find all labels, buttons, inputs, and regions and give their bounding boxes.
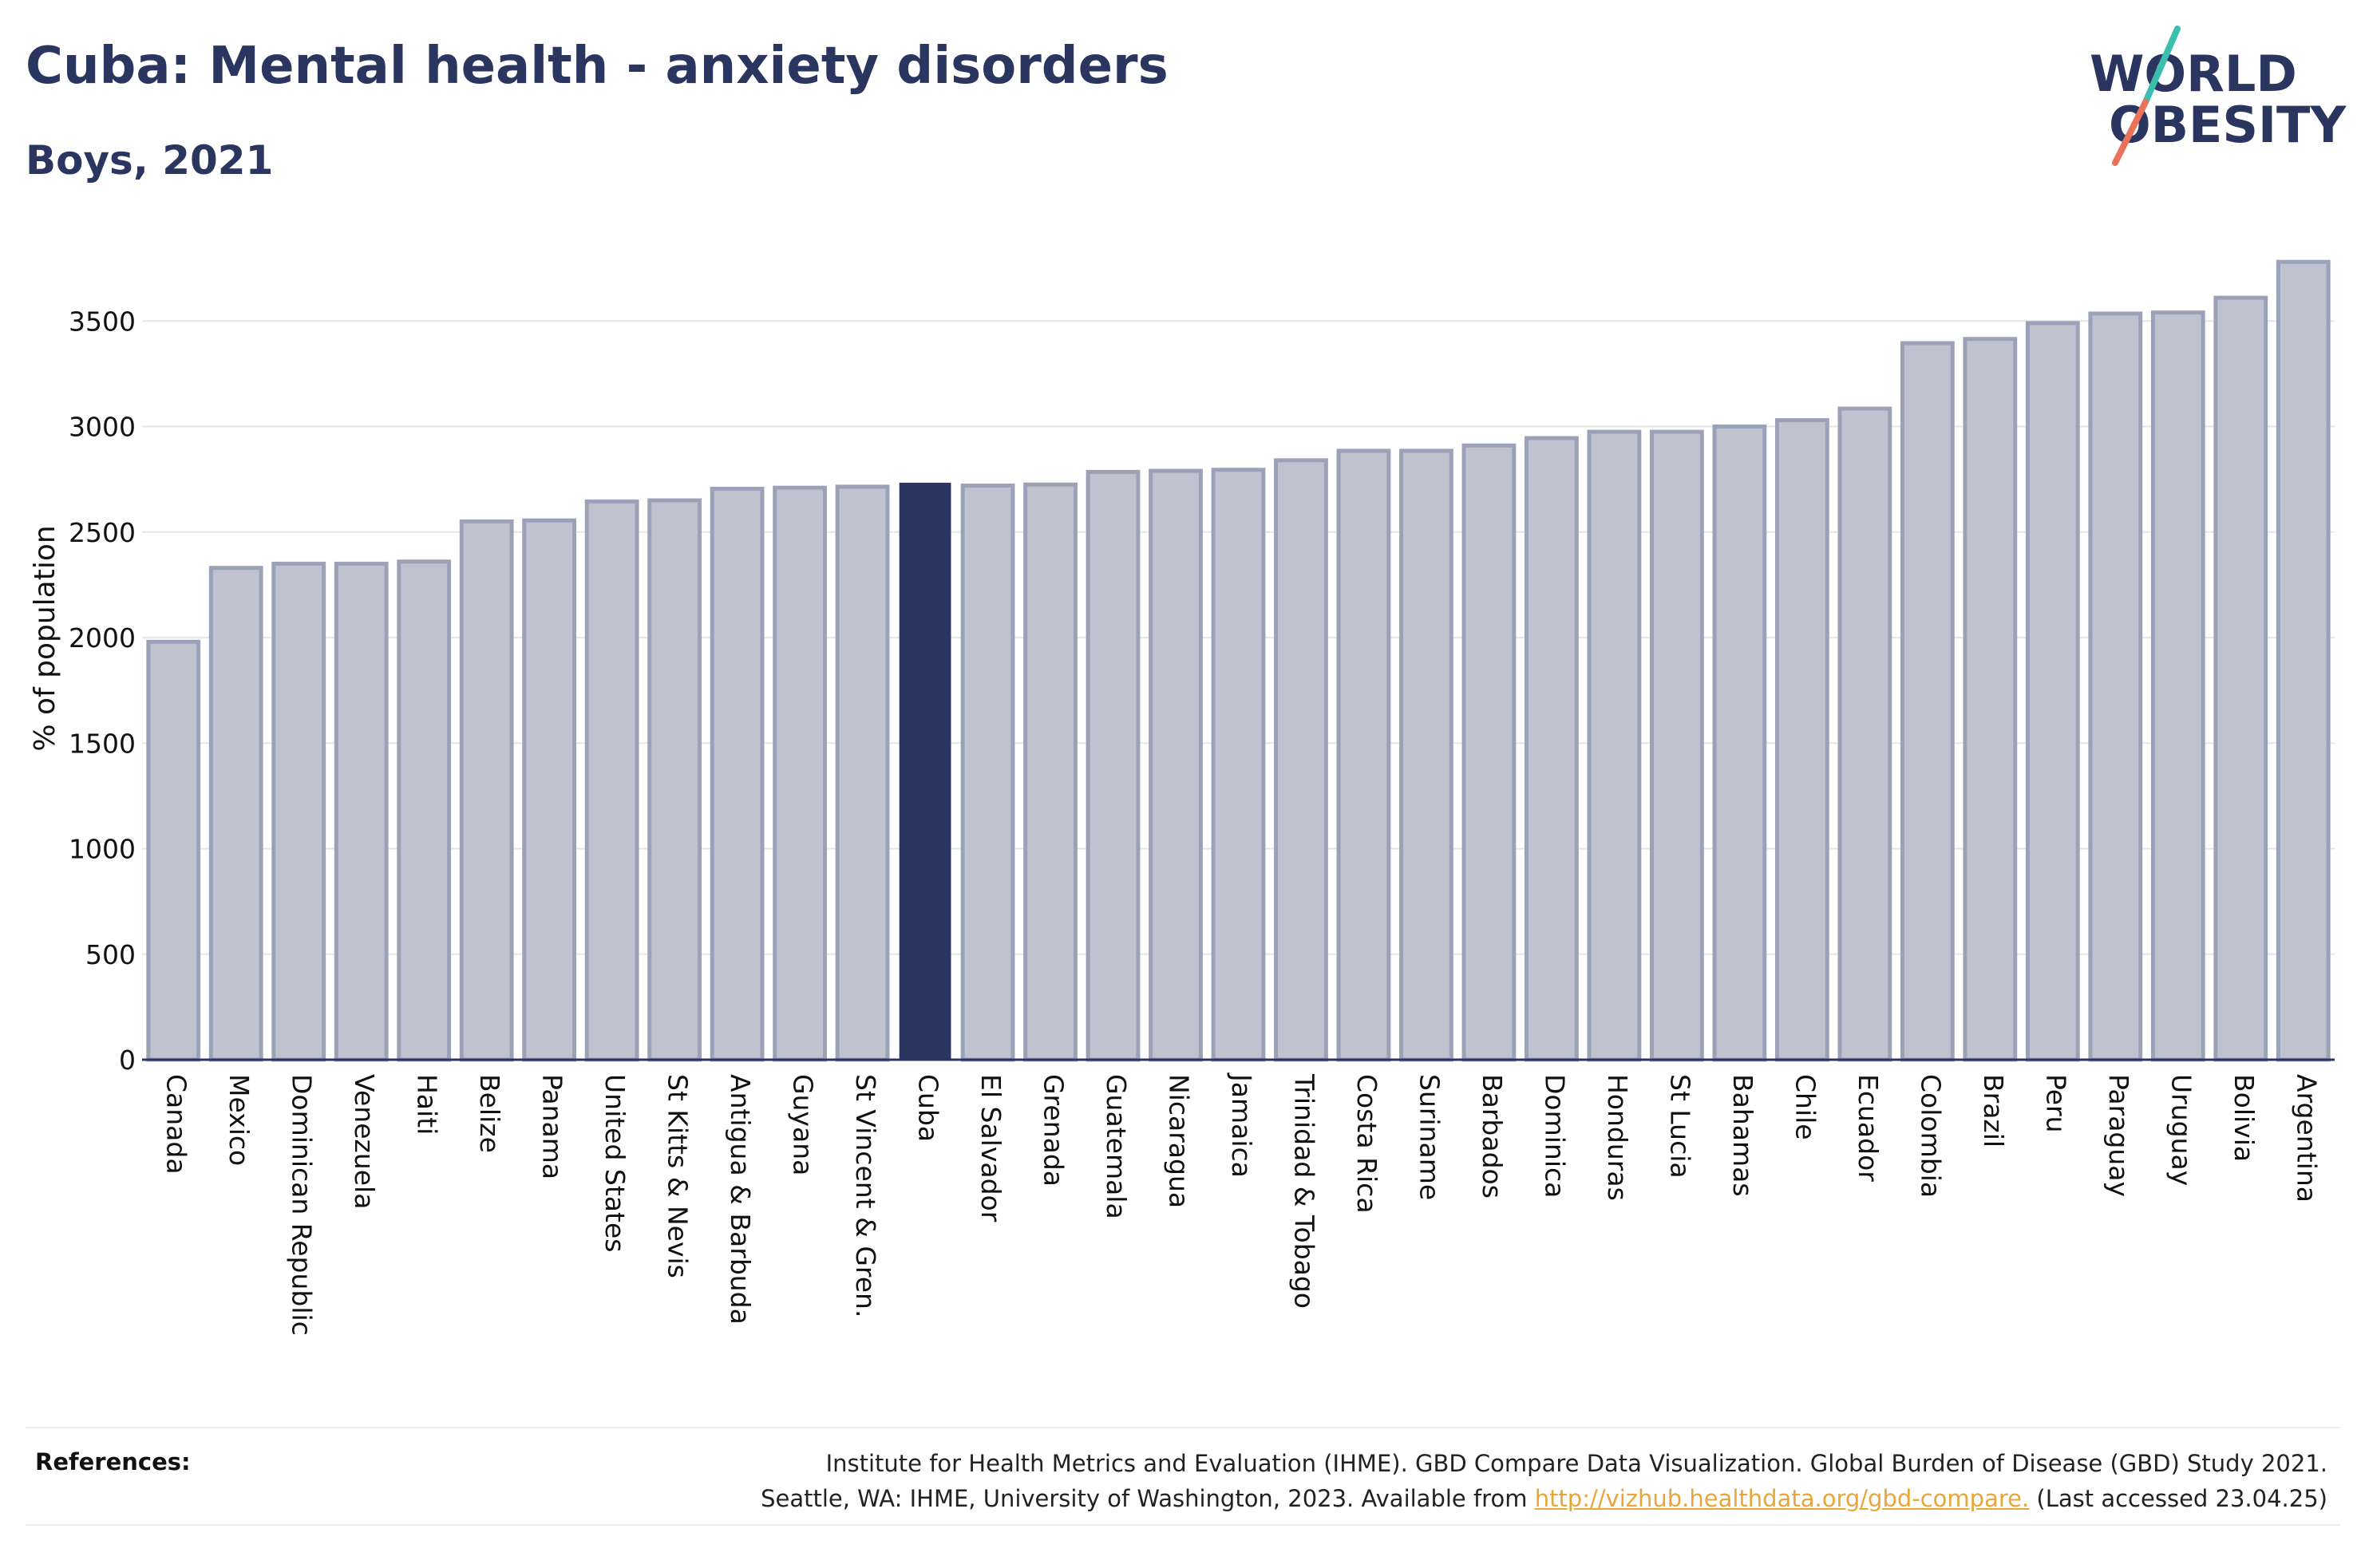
x-tick-label: St Kitts & Nevis <box>662 1074 694 1278</box>
chart-title: Cuba: Mental health - anxiety disorders <box>26 37 1169 96</box>
bar-st-lucia <box>1650 429 1704 1062</box>
bar-costa-rica <box>1336 448 1391 1062</box>
x-tick-label: Brazil <box>1978 1074 2009 1147</box>
x-tick-label: Costa Rica <box>1351 1074 1382 1214</box>
x-tick-label: Colombia <box>1915 1074 1946 1198</box>
x-tick-label: Bahamas <box>1727 1074 1758 1197</box>
x-tick-label: Jamaica <box>1226 1072 1257 1178</box>
bar-haiti <box>397 559 452 1062</box>
x-tick-label: Argentina <box>2291 1074 2322 1203</box>
y-axis-label: % of population <box>29 525 61 751</box>
bar-united-states <box>584 499 639 1062</box>
bar-peru <box>2025 321 2080 1062</box>
x-tick-label: Venezuela <box>349 1074 380 1209</box>
bar-dominican-republic <box>271 561 326 1062</box>
x-tick-label: Guatemala <box>1101 1074 1132 1219</box>
references-label: References: <box>35 1448 191 1475</box>
bar-suriname <box>1399 448 1453 1062</box>
bar-trinidad-tobago <box>1274 458 1328 1062</box>
y-tick-label: 500 <box>85 939 136 970</box>
x-tick-label: Suriname <box>1414 1074 1445 1200</box>
references-link[interactable]: http://vizhub.healthdata.org/gbd-compare… <box>1534 1485 2030 1512</box>
x-tick-label: Belize <box>474 1074 505 1153</box>
bar-bolivia <box>2213 295 2268 1062</box>
x-tick-label: Grenada <box>1038 1074 1070 1187</box>
references-text: Institute for Health Metrics and Evaluat… <box>492 1446 2327 1516</box>
x-tick-label: El Salvador <box>975 1074 1006 1222</box>
bar-st-vincent-gren- <box>835 484 890 1062</box>
bar-brazil <box>1963 337 2018 1062</box>
bar-nicaragua <box>1149 468 1203 1062</box>
y-tick-label: 1500 <box>69 728 136 759</box>
references-line-2-end: (Last accessed 23.04.25) <box>2029 1485 2327 1512</box>
logo-line-1: WORLD <box>2090 45 2297 103</box>
bar-honduras <box>1587 429 1642 1062</box>
logo-line-2: OBESITY <box>2109 96 2347 154</box>
y-tick-label: 2500 <box>69 517 136 548</box>
bar-grenada <box>1023 482 1078 1062</box>
y-tick-label: 0 <box>119 1045 136 1076</box>
x-tick-label: Dominica <box>1539 1074 1570 1198</box>
x-tick-label: St Lucia <box>1664 1074 1695 1179</box>
x-tick-label: Trinidad & Tobago <box>1288 1073 1319 1309</box>
x-tick-label: Panama <box>537 1074 568 1179</box>
chart-subtitle: Boys, 2021 <box>26 137 274 184</box>
x-tick-labels: Canada Mexico Dominican Republic Venezuela H… <box>161 1072 2323 1336</box>
bar-guyana <box>773 485 827 1062</box>
x-tick-label: Bolivia <box>2229 1074 2260 1162</box>
bar-dominica <box>1525 436 1579 1062</box>
bar-mexico <box>208 566 263 1062</box>
x-tick-label: Mexico <box>223 1074 255 1166</box>
references-divider-top <box>26 1427 2340 1428</box>
bar-barbados <box>1461 443 1517 1062</box>
x-tick-label: Guyana <box>788 1074 819 1175</box>
bar-st-kitts-nevis <box>647 498 702 1062</box>
y-tick-labels: 0 500 1000 1500 2000 2500 3000 3500 <box>69 306 136 1076</box>
x-tick-label: Honduras <box>1602 1074 1633 1201</box>
x-tick-label: Paraguay <box>2103 1074 2134 1197</box>
x-tick-label: Uruguay <box>2165 1074 2197 1186</box>
y-tick-label: 3500 <box>69 306 136 337</box>
bar-belize <box>459 519 514 1062</box>
x-tick-label: Haiti <box>412 1074 443 1135</box>
x-tick-label: Nicaragua <box>1164 1074 1195 1208</box>
y-tick-label: 2000 <box>69 622 136 654</box>
bar-guatemala <box>1086 469 1141 1062</box>
bar-cuba <box>899 482 951 1060</box>
bar-colombia <box>1900 341 1955 1062</box>
x-tick-label: St Vincent & Gren. <box>850 1074 881 1317</box>
bar-ecuador <box>1837 406 1892 1062</box>
x-tick-label: Cuba <box>913 1074 944 1142</box>
references-line-2: Seattle, WA: IHME, University of Washing… <box>492 1481 2327 1516</box>
bar-venezuela <box>334 561 389 1062</box>
bars <box>146 259 2331 1062</box>
x-tick-label: Chile <box>1790 1074 1821 1140</box>
references-line-1: Institute for Health Metrics and Evaluat… <box>825 1450 2327 1477</box>
bar-canada <box>146 639 201 1062</box>
y-tick-label: 1000 <box>69 834 136 865</box>
bar-antigua-barbuda <box>710 487 765 1062</box>
bar-panama <box>522 518 577 1062</box>
bar-chile <box>1774 418 1829 1062</box>
x-tick-label: Peru <box>2040 1074 2071 1133</box>
bar-uruguay <box>2150 310 2205 1062</box>
world-obesity-logo: WORLD OBESITY <box>2090 26 2347 166</box>
x-tick-label: Ecuador <box>1853 1074 1884 1182</box>
bar-bahamas <box>1712 425 1767 1062</box>
x-tick-label: United States <box>599 1074 631 1252</box>
x-tick-label: Barbados <box>1477 1074 1508 1199</box>
x-tick-label: Antigua & Barbuda <box>725 1074 756 1325</box>
bar-argentina <box>2276 259 2331 1062</box>
logo-slash-bottom <box>2112 99 2149 166</box>
logo-slash-top <box>2142 26 2181 105</box>
bar-jamaica <box>1211 468 1266 1062</box>
y-tick-label: 3000 <box>69 412 136 443</box>
references-line-2-start: Seattle, WA: IHME, University of Washing… <box>761 1485 1535 1512</box>
bar-chart: 0 500 1000 1500 2000 2500 3000 3500 Canada Mexic… <box>29 259 2335 1336</box>
x-tick-label: Dominican Republic <box>287 1074 318 1336</box>
x-tick-label: Canada <box>161 1074 192 1175</box>
references-divider-bottom <box>26 1524 2340 1526</box>
bar-paraguay <box>2088 311 2143 1062</box>
bar-el-salvador <box>960 484 1015 1062</box>
